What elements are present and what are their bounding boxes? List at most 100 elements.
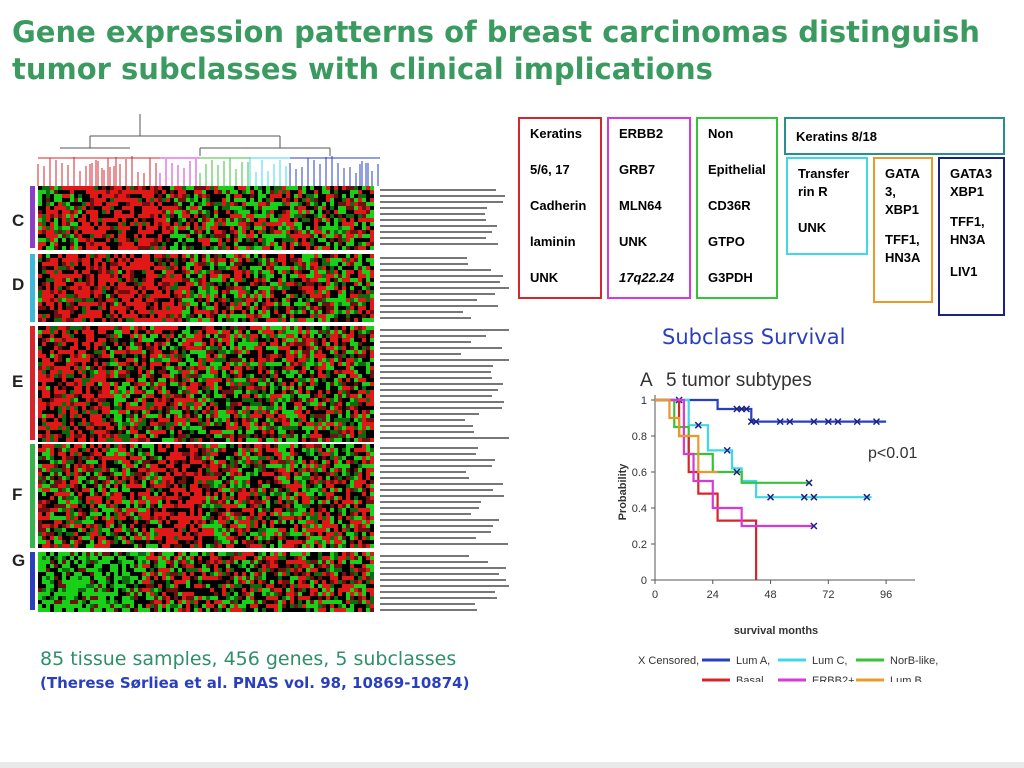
y-tick-label: 0.8 <box>632 431 647 443</box>
panel-label: A <box>640 370 653 391</box>
cluster-label: D <box>12 275 24 294</box>
censor-mark <box>810 418 818 426</box>
survival-chart: A 5 tumor subtypes p<0.01 Probability su… <box>610 362 1024 687</box>
dendrogram <box>37 114 380 186</box>
gene-box-luminal-b: GATA 3, XBP1 TFF1, HN3A <box>873 157 933 303</box>
gene-label: XBP1 <box>885 202 919 217</box>
censor-mark <box>834 418 842 426</box>
survival-heading: Subclass Survival <box>662 325 846 349</box>
legend-label: Lum C, <box>812 655 847 667</box>
censor-mark <box>863 493 871 501</box>
cluster-label: E <box>12 372 23 391</box>
censor-mark <box>723 446 731 454</box>
gene-names <box>380 329 509 439</box>
series-line <box>655 398 810 484</box>
heatmap-svg: C D E F G <box>12 114 509 612</box>
survival-chart-svg: A 5 tumor subtypes p<0.01 Probability su… <box>617 370 938 687</box>
cluster-label: G <box>12 551 25 570</box>
gene-label: GRB7 <box>619 162 656 177</box>
cluster-label: F <box>12 485 22 504</box>
legend-prefix: X Censored, <box>638 655 699 667</box>
gene-label: Epithelial <box>708 162 766 177</box>
cluster-bar <box>30 186 35 248</box>
cluster-label: C <box>12 211 24 230</box>
gene-label: laminin <box>530 234 576 249</box>
gene-label: Transfer <box>798 166 850 181</box>
censor-mark <box>752 418 760 426</box>
censor-mark <box>742 405 751 413</box>
heatmap-block <box>38 186 374 250</box>
censor-mark <box>872 418 881 426</box>
gene-label: 3, <box>885 184 896 199</box>
gene-label: ERBB2 <box>619 126 664 141</box>
gene-label: GATA <box>885 166 920 181</box>
heatmap-figure: C D E F G <box>0 108 520 618</box>
series-line <box>655 398 758 580</box>
censor-mark <box>810 522 818 530</box>
gene-label: Non <box>708 126 734 141</box>
gene-box-keratins-8-18: Keratins 8/18 <box>784 117 1005 155</box>
gene-names <box>380 447 508 545</box>
legend-label: Lum A, <box>736 655 770 667</box>
heatmap-block <box>38 552 374 612</box>
censor-mark <box>733 468 741 476</box>
gene-label: UNK <box>530 270 559 285</box>
gene-label: 5/6, 17 <box>530 162 570 177</box>
censor-mark <box>776 418 784 426</box>
heatmap-block <box>38 254 374 322</box>
censor-mark <box>810 493 818 501</box>
gene-names <box>380 189 505 245</box>
gene-label: 17q22.24 <box>619 270 674 285</box>
title-line-1: Gene expression patterns of breast carci… <box>12 15 980 49</box>
x-tick-label: 72 <box>822 589 834 601</box>
cluster-bar <box>30 326 35 440</box>
x-tick-label: 0 <box>652 589 658 601</box>
gene-box-luminal-a: GATA3 XBP1 TFF1, HN3A LIV1 <box>938 157 1005 316</box>
p-value: p<0.01 <box>868 445 917 462</box>
censor-mark <box>853 418 861 426</box>
y-tick-label: 1 <box>641 395 647 407</box>
title-line-2: tumor subclasses with clinical implicati… <box>12 52 713 86</box>
censor-mark <box>824 418 832 426</box>
gene-label: HN3A <box>950 232 986 247</box>
gene-label: Cadherin <box>530 198 587 213</box>
gene-label: Keratins 8/18 <box>796 129 877 144</box>
gene-label: HN3A <box>885 250 921 265</box>
x-tick-label: 48 <box>764 589 776 601</box>
legend-label: Lum B <box>890 675 922 682</box>
legend-label: Basal, <box>736 675 767 682</box>
y-axis-label: Probability <box>617 463 629 521</box>
x-axis-label: survival months <box>734 625 818 637</box>
y-tick-label: 0.4 <box>632 503 647 515</box>
gene-label: TFF1, <box>950 214 985 229</box>
gene-box-erbb2: ERBB2 GRB7 MLN64 UNK 17q22.24 <box>607 117 691 299</box>
gene-box-normal-like: Non Epithelial CD36R GTPO G3PDH <box>696 117 778 299</box>
y-tick-label: 0 <box>641 575 647 587</box>
censor-mark <box>694 421 702 429</box>
gene-box-luminal-c: Transfer rin R UNK <box>786 157 868 255</box>
gene-label: TFF1, <box>885 232 920 247</box>
y-tick-label: 0.6 <box>632 467 647 479</box>
gene-label: GATA3 <box>950 166 993 181</box>
gene-label: UNK <box>619 234 648 249</box>
cluster-bar <box>30 254 35 322</box>
censor-mark <box>767 493 775 501</box>
gene-label: LIV1 <box>950 264 978 279</box>
cluster-bar <box>30 444 35 548</box>
censor-mark <box>786 418 794 426</box>
gene-box-basal: Keratins 5/6, 17 Cadherin laminin UNK <box>518 117 602 299</box>
panel-title: 5 tumor subtypes <box>666 370 812 391</box>
gene-label: Keratins <box>530 126 583 141</box>
series-line <box>655 398 718 474</box>
gene-label: G3PDH <box>708 270 753 285</box>
gene-label: UNK <box>798 220 827 235</box>
legend-label: ERBB2+, <box>812 675 858 682</box>
censor-mark <box>805 479 813 487</box>
heatmap-block <box>38 444 374 548</box>
gene-label: GTPO <box>708 234 745 249</box>
gene-label: XBP1 <box>950 184 984 199</box>
censor-mark <box>800 493 808 501</box>
caption-citation: (Therese Sørliea et al. PNAS vol. 98, 10… <box>40 674 470 692</box>
gene-label: rin R <box>798 184 828 199</box>
series-line <box>655 398 887 423</box>
